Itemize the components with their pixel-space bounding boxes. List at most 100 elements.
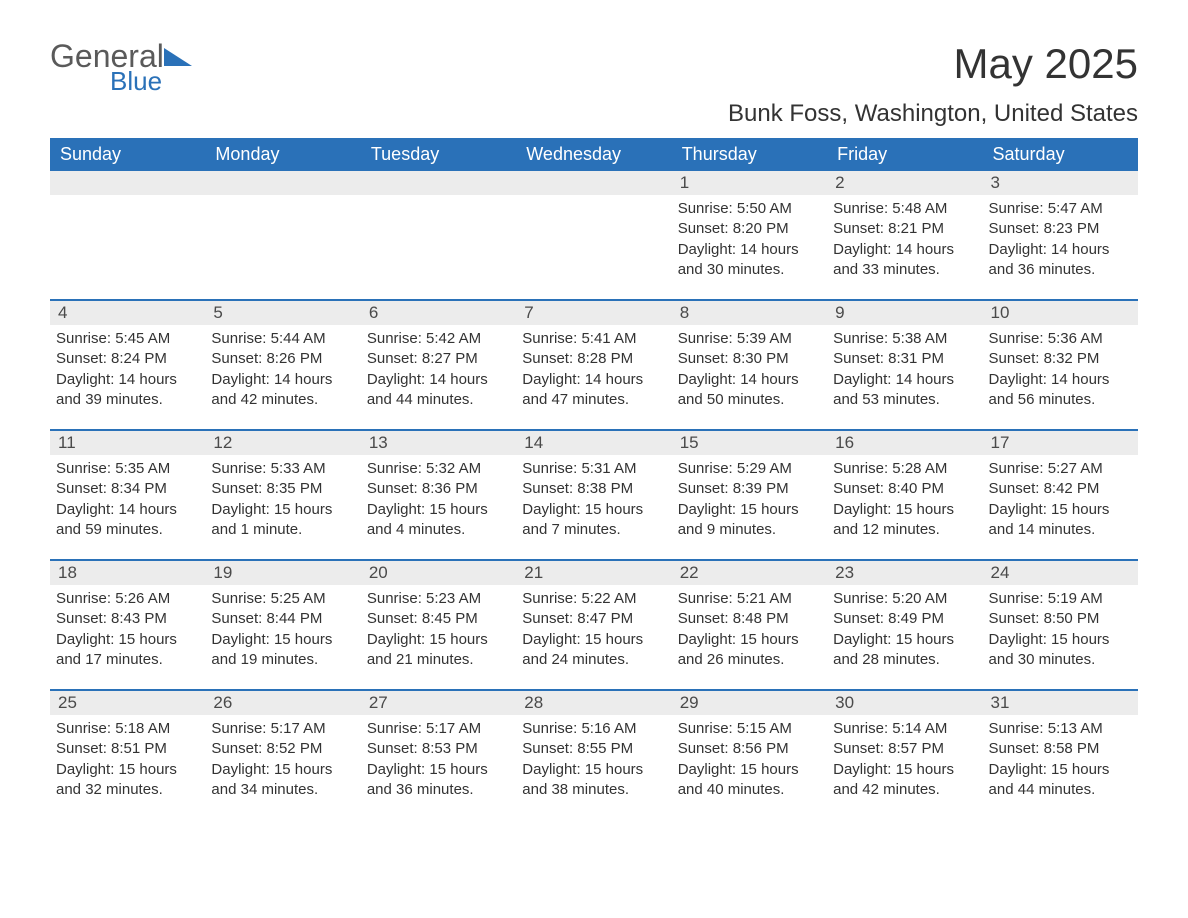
day-details: Sunrise: 5:27 AMSunset: 8:42 PMDaylight:… <box>983 455 1138 548</box>
calendar-week-row: 11Sunrise: 5:35 AMSunset: 8:34 PMDayligh… <box>50 429 1138 559</box>
sunrise-text: Sunrise: 5:17 AM <box>211 719 354 739</box>
day-number: 19 <box>205 561 360 585</box>
sunset-text: Sunset: 8:44 PM <box>211 609 354 629</box>
day-number: 9 <box>827 301 982 325</box>
sunrise-text: Sunrise: 5:44 AM <box>211 329 354 349</box>
day-details: Sunrise: 5:35 AMSunset: 8:34 PMDaylight:… <box>50 455 205 548</box>
day-details: Sunrise: 5:50 AMSunset: 8:20 PMDaylight:… <box>672 195 827 288</box>
daylight-text: Daylight: 14 hours and 33 minutes. <box>833 240 976 281</box>
day-details: Sunrise: 5:36 AMSunset: 8:32 PMDaylight:… <box>983 325 1138 418</box>
sunrise-text: Sunrise: 5:22 AM <box>522 589 665 609</box>
daylight-text: Daylight: 14 hours and 36 minutes. <box>989 240 1132 281</box>
sunrise-text: Sunrise: 5:41 AM <box>522 329 665 349</box>
daylight-text: Daylight: 14 hours and 47 minutes. <box>522 370 665 411</box>
calendar-day-cell: 24Sunrise: 5:19 AMSunset: 8:50 PMDayligh… <box>983 561 1138 689</box>
sunrise-text: Sunrise: 5:31 AM <box>522 459 665 479</box>
calendar-day-cell: 13Sunrise: 5:32 AMSunset: 8:36 PMDayligh… <box>361 431 516 559</box>
day-number: 25 <box>50 691 205 715</box>
day-details: Sunrise: 5:23 AMSunset: 8:45 PMDaylight:… <box>361 585 516 678</box>
daylight-text: Daylight: 15 hours and 9 minutes. <box>678 500 821 541</box>
sunset-text: Sunset: 8:51 PM <box>56 739 199 759</box>
sunset-text: Sunset: 8:31 PM <box>833 349 976 369</box>
daylight-text: Daylight: 15 hours and 26 minutes. <box>678 630 821 671</box>
calendar-day-cell: 17Sunrise: 5:27 AMSunset: 8:42 PMDayligh… <box>983 431 1138 559</box>
day-details: Sunrise: 5:18 AMSunset: 8:51 PMDaylight:… <box>50 715 205 808</box>
sunset-text: Sunset: 8:47 PM <box>522 609 665 629</box>
calendar-day-cell <box>361 171 516 299</box>
daylight-text: Daylight: 15 hours and 21 minutes. <box>367 630 510 671</box>
day-number: 13 <box>361 431 516 455</box>
day-number: 4 <box>50 301 205 325</box>
day-number: 17 <box>983 431 1138 455</box>
daylight-text: Daylight: 14 hours and 42 minutes. <box>211 370 354 411</box>
daylight-text: Daylight: 14 hours and 56 minutes. <box>989 370 1132 411</box>
sunset-text: Sunset: 8:55 PM <box>522 739 665 759</box>
brand-logo: General Blue <box>50 40 192 94</box>
day-number: 27 <box>361 691 516 715</box>
daylight-text: Daylight: 15 hours and 1 minute. <box>211 500 354 541</box>
daylight-text: Daylight: 15 hours and 34 minutes. <box>211 760 354 801</box>
sunset-text: Sunset: 8:50 PM <box>989 609 1132 629</box>
day-details: Sunrise: 5:29 AMSunset: 8:39 PMDaylight:… <box>672 455 827 548</box>
calendar-day-cell: 5Sunrise: 5:44 AMSunset: 8:26 PMDaylight… <box>205 301 360 429</box>
sunrise-text: Sunrise: 5:48 AM <box>833 199 976 219</box>
calendar-day-cell: 29Sunrise: 5:15 AMSunset: 8:56 PMDayligh… <box>672 691 827 819</box>
calendar-day-cell: 8Sunrise: 5:39 AMSunset: 8:30 PMDaylight… <box>672 301 827 429</box>
day-number: 8 <box>672 301 827 325</box>
calendar-day-cell: 14Sunrise: 5:31 AMSunset: 8:38 PMDayligh… <box>516 431 671 559</box>
day-details: Sunrise: 5:25 AMSunset: 8:44 PMDaylight:… <box>205 585 360 678</box>
sunset-text: Sunset: 8:35 PM <box>211 479 354 499</box>
sunrise-text: Sunrise: 5:38 AM <box>833 329 976 349</box>
sunrise-text: Sunrise: 5:14 AM <box>833 719 976 739</box>
calendar-day-cell: 21Sunrise: 5:22 AMSunset: 8:47 PMDayligh… <box>516 561 671 689</box>
day-number: 23 <box>827 561 982 585</box>
empty-day-bar <box>50 171 205 195</box>
day-of-week-label: Tuesday <box>361 138 516 171</box>
day-details: Sunrise: 5:31 AMSunset: 8:38 PMDaylight:… <box>516 455 671 548</box>
daylight-text: Daylight: 15 hours and 19 minutes. <box>211 630 354 671</box>
daylight-text: Daylight: 15 hours and 14 minutes. <box>989 500 1132 541</box>
daylight-text: Daylight: 15 hours and 12 minutes. <box>833 500 976 541</box>
calendar-grid: SundayMondayTuesdayWednesdayThursdayFrid… <box>50 138 1138 819</box>
day-details: Sunrise: 5:45 AMSunset: 8:24 PMDaylight:… <box>50 325 205 418</box>
sunset-text: Sunset: 8:43 PM <box>56 609 199 629</box>
sunrise-text: Sunrise: 5:32 AM <box>367 459 510 479</box>
calendar-day-cell: 23Sunrise: 5:20 AMSunset: 8:49 PMDayligh… <box>827 561 982 689</box>
sunset-text: Sunset: 8:58 PM <box>989 739 1132 759</box>
day-number: 11 <box>50 431 205 455</box>
sunrise-text: Sunrise: 5:19 AM <box>989 589 1132 609</box>
daylight-text: Daylight: 14 hours and 53 minutes. <box>833 370 976 411</box>
sunset-text: Sunset: 8:45 PM <box>367 609 510 629</box>
sunrise-text: Sunrise: 5:20 AM <box>833 589 976 609</box>
calendar-day-cell: 7Sunrise: 5:41 AMSunset: 8:28 PMDaylight… <box>516 301 671 429</box>
calendar-day-cell: 18Sunrise: 5:26 AMSunset: 8:43 PMDayligh… <box>50 561 205 689</box>
day-details: Sunrise: 5:21 AMSunset: 8:48 PMDaylight:… <box>672 585 827 678</box>
calendar-day-cell: 22Sunrise: 5:21 AMSunset: 8:48 PMDayligh… <box>672 561 827 689</box>
sunrise-text: Sunrise: 5:15 AM <box>678 719 821 739</box>
daylight-text: Daylight: 15 hours and 44 minutes. <box>989 760 1132 801</box>
calendar-day-cell: 4Sunrise: 5:45 AMSunset: 8:24 PMDaylight… <box>50 301 205 429</box>
day-details: Sunrise: 5:20 AMSunset: 8:49 PMDaylight:… <box>827 585 982 678</box>
day-details: Sunrise: 5:28 AMSunset: 8:40 PMDaylight:… <box>827 455 982 548</box>
day-details: Sunrise: 5:19 AMSunset: 8:50 PMDaylight:… <box>983 585 1138 678</box>
day-of-week-label: Thursday <box>672 138 827 171</box>
day-details: Sunrise: 5:17 AMSunset: 8:52 PMDaylight:… <box>205 715 360 808</box>
daylight-text: Daylight: 15 hours and 30 minutes. <box>989 630 1132 671</box>
day-number: 20 <box>361 561 516 585</box>
daylight-text: Daylight: 15 hours and 40 minutes. <box>678 760 821 801</box>
sunset-text: Sunset: 8:23 PM <box>989 219 1132 239</box>
page-title: May 2025 <box>954 40 1138 88</box>
day-number: 3 <box>983 171 1138 195</box>
day-number: 10 <box>983 301 1138 325</box>
day-number: 7 <box>516 301 671 325</box>
calendar-day-cell: 27Sunrise: 5:17 AMSunset: 8:53 PMDayligh… <box>361 691 516 819</box>
daylight-text: Daylight: 14 hours and 30 minutes. <box>678 240 821 281</box>
daylight-text: Daylight: 15 hours and 4 minutes. <box>367 500 510 541</box>
daylight-text: Daylight: 14 hours and 39 minutes. <box>56 370 199 411</box>
day-number: 5 <box>205 301 360 325</box>
day-of-week-label: Friday <box>827 138 982 171</box>
daylight-text: Daylight: 15 hours and 38 minutes. <box>522 760 665 801</box>
daylight-text: Daylight: 15 hours and 17 minutes. <box>56 630 199 671</box>
sunset-text: Sunset: 8:21 PM <box>833 219 976 239</box>
calendar-day-cell <box>516 171 671 299</box>
